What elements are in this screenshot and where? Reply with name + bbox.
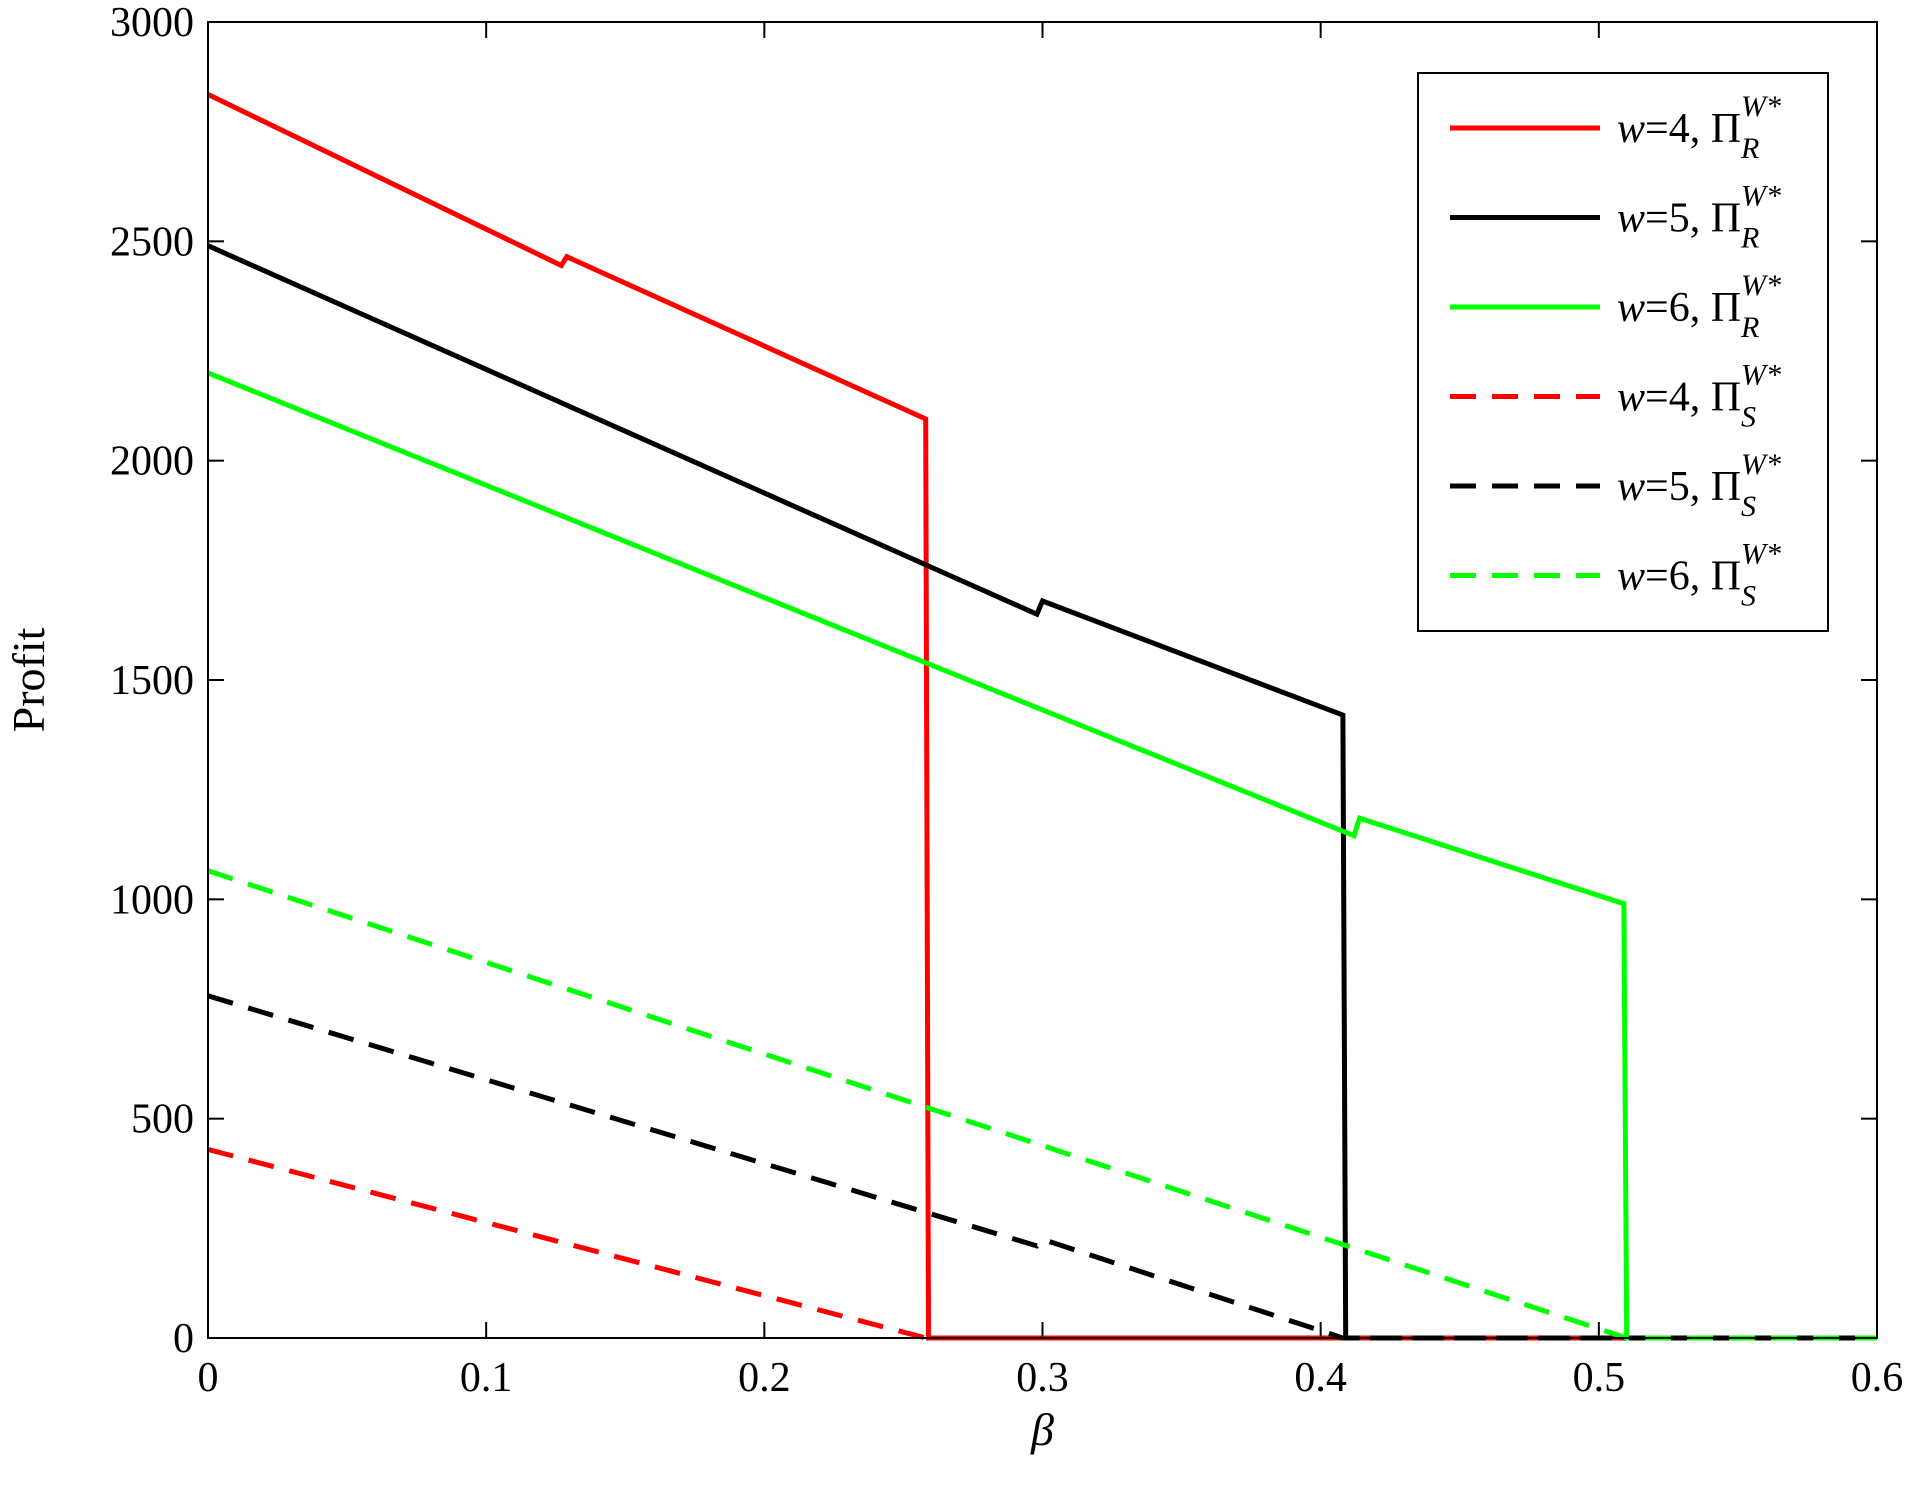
x-tick-label: 0.6: [1851, 1355, 1904, 1401]
legend: w=4, ΠW* R w=5, ΠW* R w=6, ΠW* R w=4, ΠW* S w=5,…: [1417, 72, 1829, 632]
legend-label: w=4, ΠW* R: [1617, 90, 1781, 165]
ticks-layer: [207, 21, 1878, 1339]
y-tick-label: 2500: [110, 219, 194, 265]
y-tick-label: 1500: [110, 658, 194, 704]
legend-label: w=6, ΠW* R: [1617, 269, 1781, 344]
y-tick-label: 0: [173, 1316, 194, 1362]
x-tick-label: 0.5: [1573, 1355, 1626, 1401]
legend-label: w=4, ΠW* S: [1617, 359, 1781, 434]
x-tick-label: 0.4: [1294, 1355, 1347, 1401]
legend-label: w=6, ΠW* S: [1617, 538, 1781, 613]
y-tick-label: 3000: [110, 0, 194, 46]
legend-label: w=5, ΠW* R: [1617, 180, 1781, 255]
y-axis-title: Profit: [3, 627, 54, 732]
legend-label: w=5, ΠW* S: [1617, 448, 1781, 523]
x-tick-labels: 0 0.1 0.2 0.3 0.4 0.5 0.6: [198, 1355, 1904, 1401]
x-tick-label: 0: [198, 1355, 219, 1401]
x-tick-label: 0.2: [738, 1355, 791, 1401]
x-tick-label: 0.1: [460, 1355, 513, 1401]
y-tick-label: 500: [131, 1097, 194, 1143]
legend-box: [1417, 72, 1829, 632]
y-tick-label: 1000: [110, 877, 194, 923]
x-axis-title: β: [1030, 1404, 1054, 1455]
x-tick-label: 0.3: [1016, 1355, 1069, 1401]
y-tick-label: 2000: [110, 439, 194, 485]
y-tick-labels: 0 500 1000 1500 2000 2500 3000: [110, 0, 194, 1362]
